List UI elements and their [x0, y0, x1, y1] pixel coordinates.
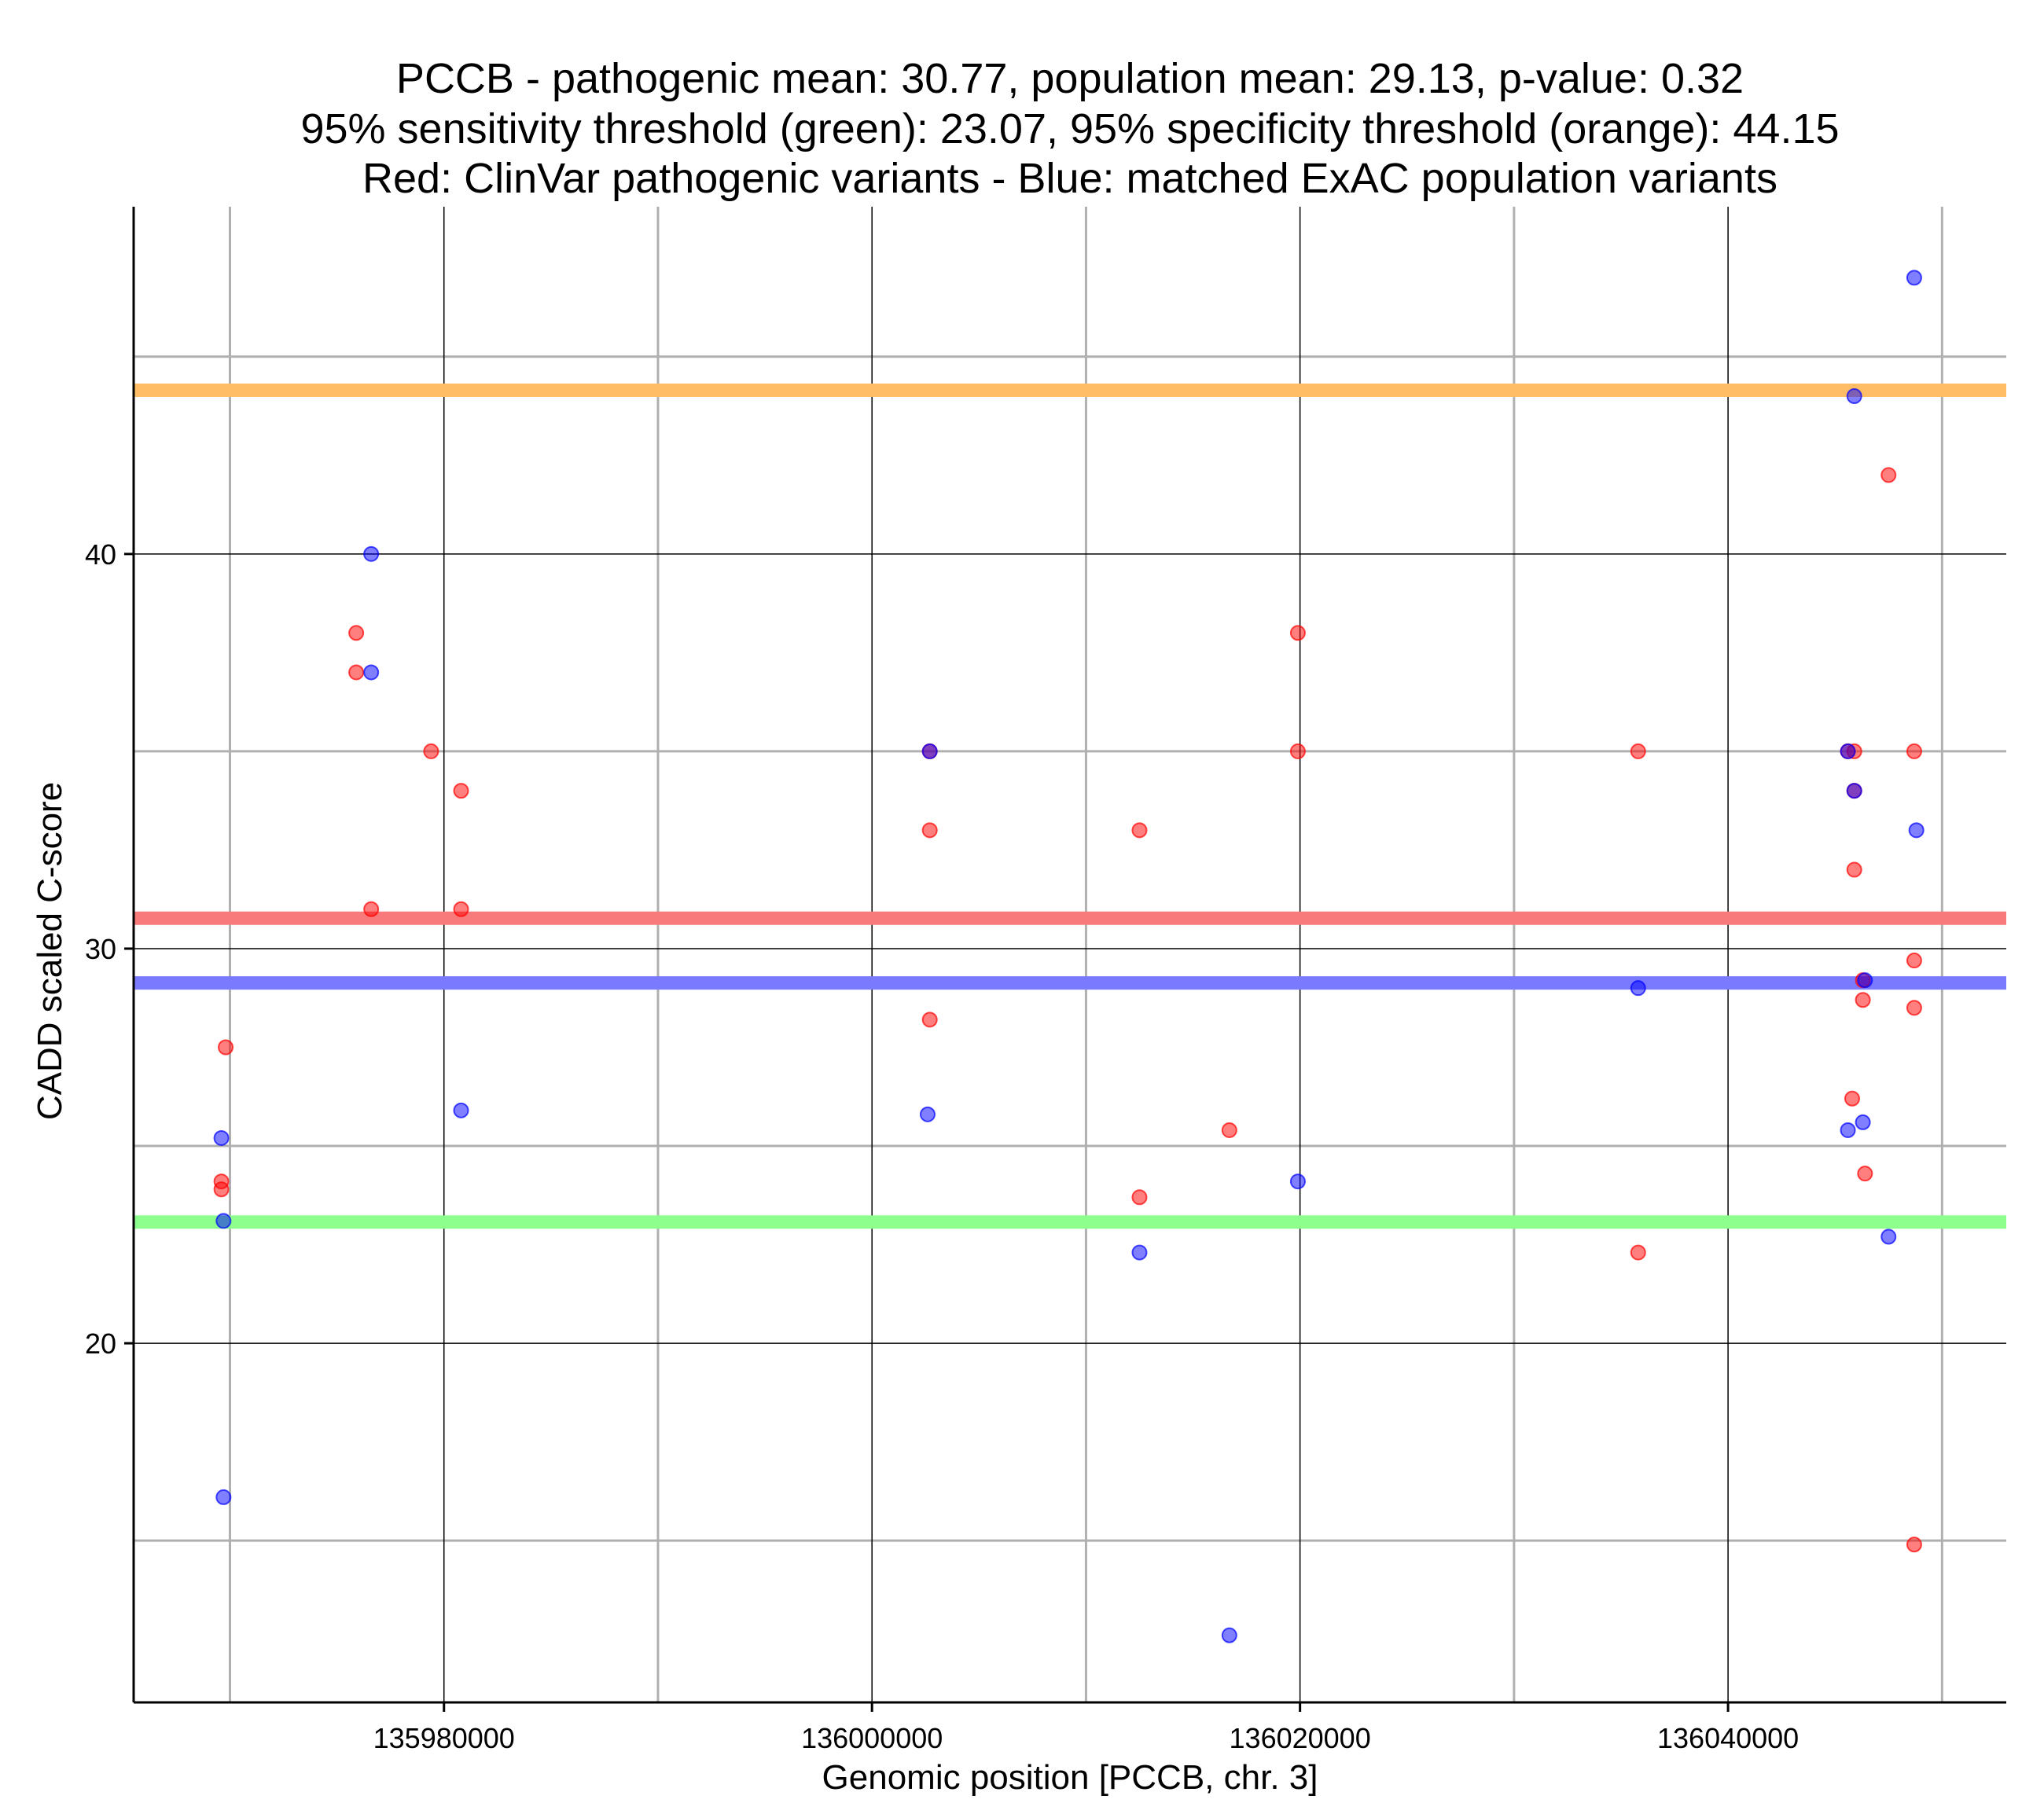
- x-axis-ticks: 135980000 136000000 136020000 136040000: [373, 1702, 1799, 1754]
- chart-title: PCCB - pathogenic mean: 30.77, populatio…: [300, 55, 1839, 202]
- data-point: [1906, 743, 1922, 759]
- data-point: [1906, 1537, 1922, 1553]
- data-point: [453, 1102, 469, 1118]
- data-point: [1844, 1090, 1860, 1107]
- y-axis-title: CADD scaled C-score: [31, 782, 69, 1120]
- major-gridlines: [134, 207, 2006, 1702]
- data-point: [919, 1106, 936, 1122]
- data-point: [1630, 743, 1646, 759]
- data-point: [1906, 953, 1922, 969]
- data-point: [1630, 980, 1646, 997]
- minor-gridlines: [134, 207, 2006, 1702]
- data-point: [215, 1489, 232, 1505]
- data-point: [218, 1039, 234, 1056]
- data-point: [1906, 270, 1922, 286]
- data-point: [1880, 467, 1897, 483]
- data-point: [1289, 625, 1306, 641]
- data-point: [453, 901, 469, 917]
- data-point: [1855, 1114, 1871, 1130]
- data-point: [1131, 822, 1148, 839]
- y-tick-label: 20: [85, 1327, 116, 1360]
- data-points: [213, 270, 1925, 1643]
- y-tick-label: 40: [85, 538, 116, 571]
- x-tick-label: 136000000: [801, 1722, 943, 1754]
- data-point: [1846, 861, 1862, 878]
- data-point: [1840, 1122, 1856, 1138]
- title-line-2: 95% sensitivity threshold (green): 23.07…: [300, 105, 1839, 152]
- data-point: [1630, 1244, 1646, 1261]
- data-point: [921, 822, 938, 839]
- data-point: [213, 1129, 230, 1146]
- y-axis-ticks: 20 30 40: [85, 538, 134, 1360]
- data-point: [921, 743, 938, 759]
- x-tick-label: 136040000: [1657, 1722, 1799, 1754]
- data-point: [215, 1213, 232, 1229]
- data-point: [1131, 1244, 1148, 1261]
- title-line-1: PCCB - pathogenic mean: 30.77, populatio…: [396, 55, 1744, 102]
- x-tick-label: 136020000: [1230, 1722, 1371, 1754]
- data-point: [1855, 992, 1871, 1008]
- data-point: [1131, 1189, 1148, 1206]
- data-point: [1840, 743, 1856, 759]
- data-point: [363, 901, 380, 917]
- data-point: [363, 545, 380, 562]
- data-point: [1846, 783, 1862, 799]
- y-tick-label: 30: [85, 933, 116, 965]
- data-point: [1857, 972, 1873, 989]
- data-point: [1880, 1228, 1897, 1245]
- reference-lines: [134, 383, 2006, 1229]
- data-point: [423, 743, 439, 759]
- data-point: [213, 1181, 230, 1198]
- data-point: [363, 664, 380, 681]
- data-point: [1908, 822, 1925, 839]
- axes: [132, 207, 2006, 1704]
- data-point: [1289, 1173, 1306, 1190]
- data-point: [1846, 388, 1862, 405]
- title-line-3: Red: ClinVar pathogenic variants - Blue:…: [362, 155, 1777, 202]
- data-point: [1221, 1627, 1237, 1643]
- data-point: [1221, 1122, 1237, 1138]
- data-point: [348, 625, 365, 641]
- data-point: [1857, 1166, 1873, 1182]
- data-point: [453, 783, 469, 799]
- data-point: [1289, 743, 1306, 759]
- data-point: [1906, 1000, 1922, 1016]
- data-point: [921, 1012, 938, 1028]
- x-axis-title: Genomic position [PCCB, chr. 3]: [822, 1758, 1318, 1797]
- data-point: [348, 664, 365, 681]
- x-tick-label: 135980000: [373, 1722, 515, 1754]
